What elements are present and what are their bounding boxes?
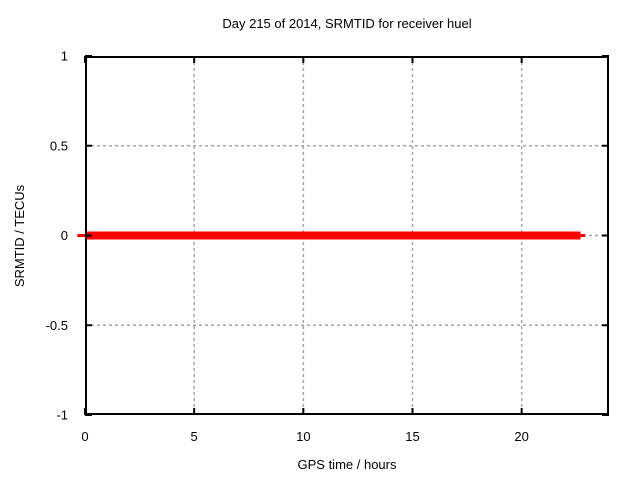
y-tick-label: 0.5 bbox=[50, 138, 68, 153]
x-tick-labels: 0 5 10 15 20 bbox=[81, 429, 529, 444]
x-tick-label: 15 bbox=[405, 429, 419, 444]
y-tick-label: -1 bbox=[56, 408, 68, 423]
x-tick-label: 10 bbox=[296, 429, 310, 444]
x-tick-label: 0 bbox=[81, 429, 88, 444]
chart-title: Day 215 of 2014, SRMTID for receiver hue… bbox=[222, 16, 471, 31]
x-tick-label: 5 bbox=[191, 429, 198, 444]
y-axis-label: SRMTID / TECUs bbox=[12, 184, 27, 287]
y-tick-label: 1 bbox=[61, 49, 68, 64]
x-tick-label: 20 bbox=[514, 429, 528, 444]
x-axis-label: GPS time / hours bbox=[298, 457, 397, 472]
y-tick-labels: 1 0.5 0 -0.5 -1 bbox=[46, 49, 68, 423]
y-tick-label: 0 bbox=[61, 228, 68, 243]
axis-ticks bbox=[84, 55, 609, 416]
y-tick-label: -0.5 bbox=[46, 318, 68, 333]
